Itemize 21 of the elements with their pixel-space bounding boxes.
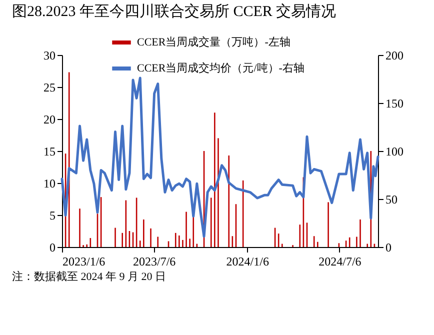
y-tick-label: 25 <box>44 80 56 94</box>
text: 注：数据截至 2024 年 9 月 20 日 <box>12 270 166 283</box>
y2-tick-label: 50 <box>386 192 398 206</box>
x-tick-label: 2023/1/6 <box>62 254 106 268</box>
y2-tick-label: 150 <box>386 96 404 110</box>
legend-label: CCER当周成交量（万吨）-左轴 <box>137 36 290 48</box>
x-tick-label: 2023/7/6 <box>132 254 176 268</box>
line-series <box>60 76 380 238</box>
y-tick-label: 10 <box>44 176 56 190</box>
y-tick-label: 5 <box>50 208 56 222</box>
chart-title: 图28.2023 年至今四川联合交易所 CCER 交易情况 <box>12 3 336 20</box>
y-tick-label: 0 <box>50 240 56 254</box>
y2-tick-label: 100 <box>386 144 404 158</box>
y-tick-label: 15 <box>44 144 56 158</box>
y-tick-label: 30 <box>44 48 56 62</box>
legend-label: CCER当周成交均价（元/吨）-右轴 <box>137 62 304 74</box>
y2-tick-label: 0 <box>386 240 392 254</box>
x-tick-label: 2024/1/6 <box>226 254 269 268</box>
x-tick-label: 2024/7/6 <box>318 254 362 268</box>
y-tick-label: 20 <box>44 112 56 126</box>
y2-tick-label: 200 <box>386 48 404 62</box>
